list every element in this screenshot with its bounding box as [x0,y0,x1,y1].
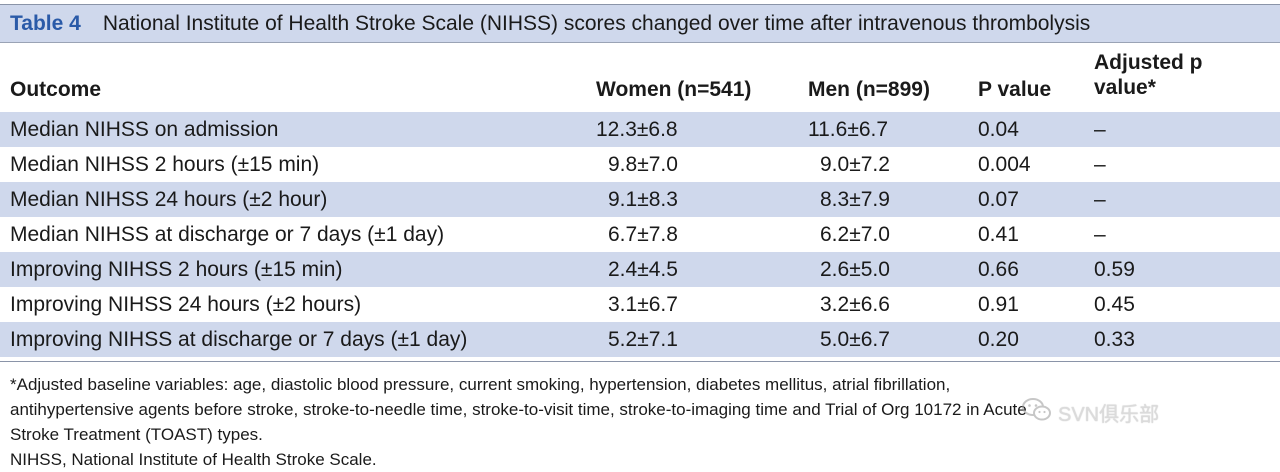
header-outcome: Outcome [10,78,102,101]
cell-women: 9.1±8.3 [608,188,678,211]
cell-outcome: Improving NIHSS 24 hours (±2 hours) [10,293,362,316]
header-adjusted-p-line2: value* [1094,76,1156,99]
cell-women: 9.8±7.0 [608,153,678,176]
cell-adjusted-p: – [1094,118,1106,141]
cell-outcome: Median NIHSS at discharge or 7 days (±1 … [10,223,445,246]
cell-adjusted-p: 0.33 [1094,328,1135,351]
cell-p-value: 0.04 [978,118,1019,141]
cell-p-value: 0.91 [978,293,1019,316]
cell-men: 6.2±7.0 [820,223,890,246]
cell-adjusted-p: – [1094,188,1106,211]
cell-women: 5.2±7.1 [608,328,678,351]
header-adjusted-p-line1: Adjusted p [1094,51,1203,74]
table-title-bar: Table 4 National Institute of Health Str… [0,4,1280,43]
cell-p-value: 0.41 [978,223,1019,246]
cell-men: 8.3±7.9 [820,188,890,211]
header-men: Men (n=899) [808,78,930,101]
cell-adjusted-p: – [1094,153,1106,176]
table-row: Median NIHSS 24 hours (±2 hour) 9.1±8.3 … [0,182,1280,217]
cell-men: 9.0±7.2 [820,153,890,176]
table-row: Improving NIHSS 24 hours (±2 hours) 3.1±… [0,287,1280,322]
cell-outcome: Median NIHSS 2 hours (±15 min) [10,153,320,176]
cell-p-value: 0.004 [978,153,1031,176]
cell-outcome: Median NIHSS 24 hours (±2 hour) [10,188,328,211]
cell-outcome: Median NIHSS on admission [10,118,279,141]
cell-men: 11.6±6.7 [808,118,889,141]
cell-adjusted-p: 0.45 [1094,293,1135,316]
cell-women: 2.4±4.5 [608,258,678,281]
wechat-icon [1022,397,1052,428]
table-row: Median NIHSS 2 hours (±15 min) 9.8±7.0 9… [0,147,1280,182]
cell-p-value: 0.07 [978,188,1019,211]
footnote-abbreviation: NIHSS, National Institute of Health Stro… [10,450,377,469]
footnote-adjusted-variables-cont: antihypertensive agents before stroke, s… [10,400,1027,419]
cell-men: 3.2±6.6 [820,293,890,316]
table-title: National Institute of Health Stroke Scal… [102,12,1091,35]
header-adjusted-p: Adjusted p value* [1094,50,1203,100]
table-label: Table 4 [10,12,81,35]
cell-p-value: 0.20 [978,328,1019,351]
table-row: Improving NIHSS 2 hours (±15 min) 2.4±4.… [0,252,1280,287]
header-women: Women (n=541) [596,78,752,101]
watermark-text: SVN俱乐部 [1058,403,1160,426]
cell-adjusted-p: 0.59 [1094,258,1135,281]
cell-women: 3.1±6.7 [608,293,678,316]
cell-men: 2.6±5.0 [820,258,890,281]
cell-women: 12.3±6.8 [596,118,678,141]
table-bottom-rule [0,361,1280,362]
cell-outcome: Improving NIHSS 2 hours (±15 min) [10,258,343,281]
table-footnotes: *Adjusted baseline variables: age, diast… [10,372,1270,472]
cell-outcome: Improving NIHSS at discharge or 7 days (… [10,328,468,351]
footnote-adjusted-variables-end: Stroke Treatment (TOAST) types. [10,425,263,444]
header-p-value: P value [978,78,1052,101]
watermark: SVN俱乐部 [1022,396,1272,428]
table-row: Improving NIHSS at discharge or 7 days (… [0,322,1280,357]
table-header-row: Outcome Women (n=541) Men (n=899) P valu… [0,42,1280,111]
cell-adjusted-p: – [1094,223,1106,246]
cell-p-value: 0.66 [978,258,1019,281]
table-row: Median NIHSS at discharge or 7 days (±1 … [0,217,1280,252]
footnote-adjusted-variables: *Adjusted baseline variables: age, diast… [10,375,951,394]
cell-men: 5.0±6.7 [820,328,890,351]
cell-women: 6.7±7.8 [608,223,678,246]
table-row: Median NIHSS on admission 12.3±6.8 11.6±… [0,112,1280,147]
